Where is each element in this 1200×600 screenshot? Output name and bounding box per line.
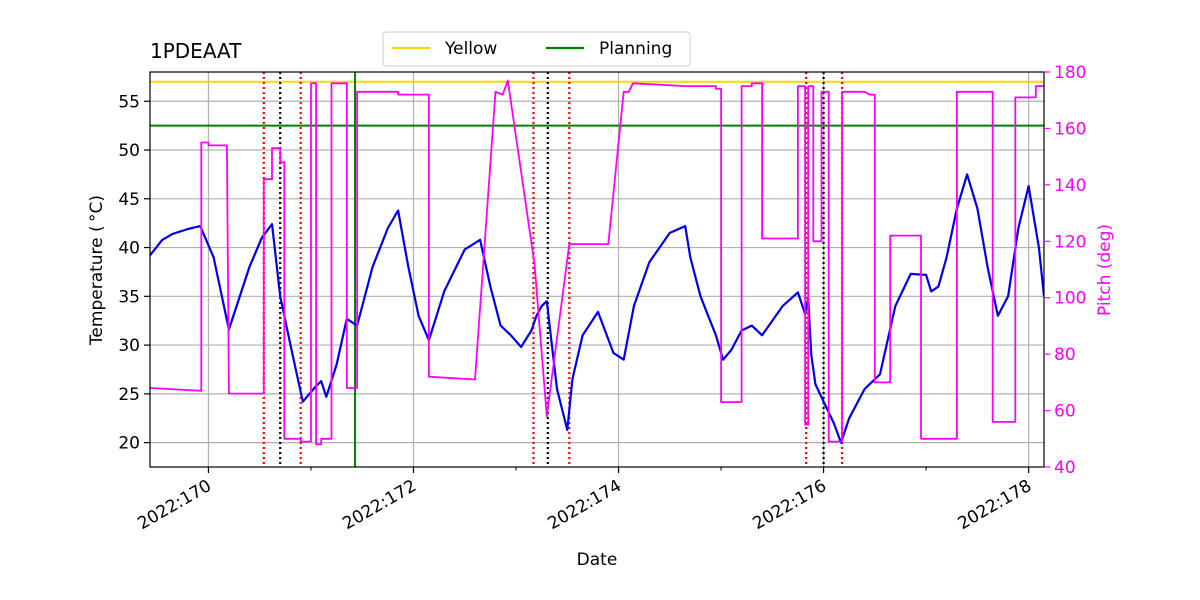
x-axis-label: Date — [577, 550, 618, 570]
plot-frame — [149, 71, 1045, 468]
y-right-tick-label: 160 — [1054, 119, 1086, 139]
y-right-tick-label: 100 — [1054, 289, 1086, 309]
y-axis-left-label: Temperature ( °C) — [87, 195, 107, 346]
y-left-tick-label: 30 — [118, 336, 140, 356]
y-left-tick-label: 50 — [118, 141, 140, 161]
legend-label-planning: Planning — [599, 39, 672, 59]
plot-area — [150, 72, 1044, 467]
y-right-tick-label: 40 — [1054, 458, 1076, 478]
series-temperature-line — [150, 173, 1044, 444]
y-right-tick-label: 180 — [1054, 63, 1086, 83]
y-right-tick-label: 60 — [1054, 402, 1076, 422]
legend-label-yellow: Yellow — [444, 39, 497, 59]
legend-box — [382, 31, 691, 67]
y-axis-right-ticks: 40 60 80 100 120 140 160 180 — [1044, 63, 1086, 478]
chart-title: 1PDEAAT — [150, 39, 242, 63]
grid-lines — [150, 72, 1044, 467]
limit-lines — [150, 80, 1044, 127]
series-pitch-line — [150, 79, 1044, 446]
y-left-tick-label: 20 — [118, 434, 140, 454]
y-left-tick-label: 40 — [118, 239, 140, 259]
y-right-tick-label: 80 — [1054, 345, 1076, 365]
y-left-tick-label: 45 — [118, 190, 140, 210]
series-lines — [150, 79, 1044, 446]
y-right-tick-label: 120 — [1054, 232, 1086, 252]
y-left-tick-label: 35 — [118, 287, 140, 307]
y-left-tick-label: 25 — [118, 385, 140, 405]
legend: Yellow Planning — [382, 31, 691, 67]
y-left-tick-label: 55 — [118, 92, 140, 112]
y-axis-left-ticks: 20 25 30 35 40 45 50 55 — [118, 92, 150, 454]
y-axis-right-label: Pitch (deg) — [1095, 224, 1115, 316]
y-right-tick-label: 140 — [1054, 176, 1086, 196]
